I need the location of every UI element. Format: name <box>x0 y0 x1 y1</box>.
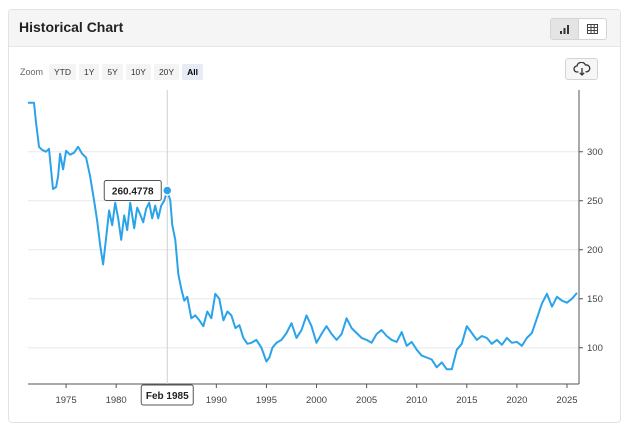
zoom-ytd-button[interactable]: YTD <box>49 64 77 80</box>
view-toggle <box>550 18 607 40</box>
table-view-button[interactable] <box>578 19 606 39</box>
y-axis-ticks: 100 150 200 250 300 <box>579 147 603 354</box>
y-tick-label: 150 <box>587 294 603 305</box>
zoom-all-button[interactable]: All <box>182 64 203 80</box>
x-tick-label: 2010 <box>406 395 427 406</box>
value-tooltip-box <box>103 179 162 201</box>
table-icon <box>587 24 598 34</box>
highlight-point[interactable] <box>162 185 173 196</box>
value-tooltip-text: 260.4778 <box>112 186 154 197</box>
x-tick-label: 1990 <box>206 395 227 406</box>
y-tick-label: 100 <box>587 343 603 354</box>
zoom-10y-button[interactable]: 10Y <box>125 64 151 80</box>
export-button[interactable] <box>565 58 598 80</box>
x-tick-label: 2020 <box>506 395 527 406</box>
value-tooltip: 260.4778 <box>103 179 162 201</box>
zoom-1y-button[interactable]: 1Y <box>79 64 100 80</box>
chart-view-button[interactable] <box>551 19 578 39</box>
date-tooltip-box <box>140 384 194 406</box>
zoom-20y-button[interactable]: 20Y <box>153 64 180 80</box>
x-tick-label: 2000 <box>306 395 327 406</box>
x-tick-label: 2005 <box>356 395 377 406</box>
date-tooltip: Feb 1985 <box>140 384 194 406</box>
x-tick-label: 2015 <box>456 395 477 406</box>
x-tick-label: 2025 <box>556 395 577 406</box>
zoom-5y-button[interactable]: 5Y <box>102 64 123 80</box>
y-tick-label: 300 <box>587 147 603 158</box>
zoom-controls: Zoom YTD 1Y 5Y 10Y 20Y All <box>20 64 203 80</box>
date-tooltip-text: Feb 1985 <box>146 391 189 402</box>
cloud-download-icon <box>572 62 590 76</box>
x-axis-ticks: 1975198019851990199520002005201020152020… <box>55 384 578 406</box>
bar-chart-icon <box>559 24 569 34</box>
x-tick-label: 1995 <box>256 395 277 406</box>
series-line <box>28 101 578 371</box>
x-tick-label: 1980 <box>106 395 127 406</box>
zoom-label: Zoom <box>20 67 44 77</box>
chart-title: Historical Chart <box>19 19 124 35</box>
y-tick-label: 200 <box>587 245 603 256</box>
x-tick-label: 1975 <box>55 395 76 406</box>
card-header: Historical Chart <box>9 10 620 47</box>
y-tick-label: 250 <box>587 196 603 207</box>
